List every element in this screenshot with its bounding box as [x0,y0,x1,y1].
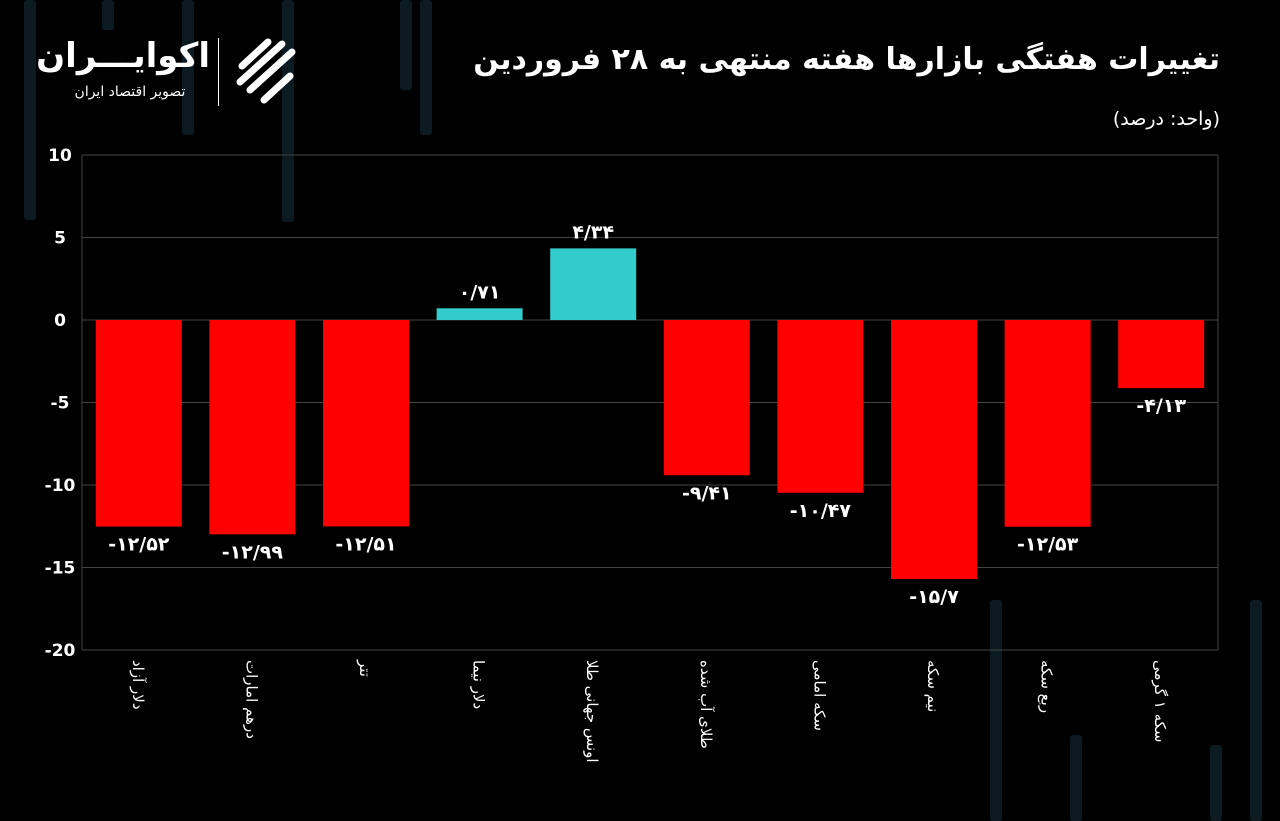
bar [1004,320,1091,527]
y-tick-label: -20 [45,641,76,661]
y-tick-label: -5 [51,394,70,414]
x-tick-label: سکه ۱ گرمی [1151,660,1170,743]
bar [95,320,182,527]
logo-subtitle: تصویر اقتصاد ایران [74,84,186,100]
y-tick-label: -15 [45,559,76,579]
bar [663,320,750,476]
data-label: -۱۲/۹۹ [222,541,284,563]
bar [209,320,296,535]
x-tick-label: اونس جهانی طلا [583,660,602,763]
logo-divider [218,38,219,106]
bar [1118,320,1205,389]
data-label: -۱۲/۵۳ [1017,534,1079,556]
data-label: -۱۰/۴۷ [790,500,852,522]
x-tick-label: سکه امامی [810,660,829,731]
y-tick-label: 0 [54,311,66,331]
data-label: -۱۲/۵۱ [335,533,396,555]
x-tick-label: ربع سکه [1037,660,1056,714]
bar [550,248,637,320]
x-tick-label: دلار نیما [469,660,488,710]
data-label: -۱۵/۷ [909,586,959,608]
logo-name: اکوایـــران [36,36,210,76]
bar [436,308,523,320]
x-tick-label: دلار آزاد [128,660,147,710]
data-label: -۹/۴۱ [682,482,732,504]
x-tick-label: تتر [356,660,374,677]
data-label: ۰/۷۱ [459,281,501,303]
unit-label: (واحد: درصد) [1112,108,1220,130]
x-tick-label: طلای آب شده [696,660,715,749]
y-tick-label: -10 [45,476,76,496]
bar [323,320,409,527]
y-tick-label: 10 [48,146,72,166]
logo-mark-icon [236,38,296,104]
chart-title: تغییرات هفتگی بازارها هفته منتهی به ۲۸ ف… [473,42,1220,77]
x-tick-label: درهم امارات [242,660,261,739]
x-tick-label: نیم سکه [924,660,942,713]
logo: اکوایـــران تصویر اقتصاد ایران [36,36,310,110]
data-label: ۴/۳۴ [572,221,614,243]
data-label: -۴/۱۳ [1136,395,1186,417]
y-tick-label: 5 [54,229,66,249]
data-label: -۱۲/۵۲ [108,534,170,556]
bar [891,320,977,580]
bar [777,320,864,493]
